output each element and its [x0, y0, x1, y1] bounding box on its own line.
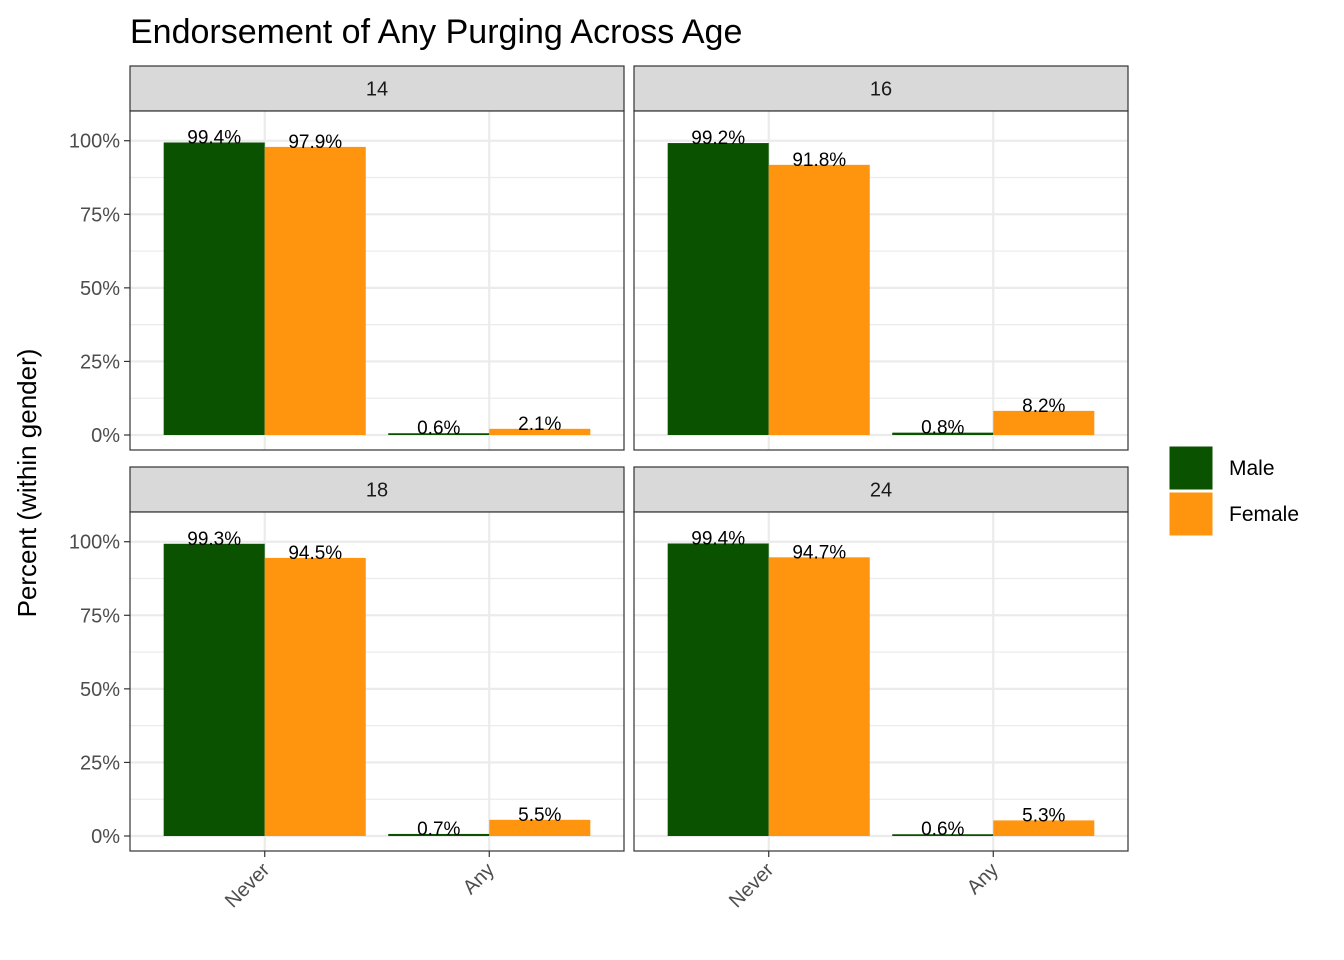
x-tick-label: Never — [221, 859, 275, 913]
y-tick-label: 100% — [69, 532, 120, 554]
panel-border — [129, 511, 625, 852]
x-tick-label: Any — [459, 859, 499, 899]
bar-male-any — [892, 834, 994, 836]
data-label: 0.8% — [921, 418, 964, 439]
data-label: 0.6% — [417, 418, 460, 439]
panel-border — [633, 511, 1129, 852]
facet-panel-18: 18 99.3% 0.7% 94.5% 5.5% 0% 25% 50% 75% 100% Never… — [69, 466, 625, 913]
y-axis-label: Percent (within gender) — [12, 349, 42, 618]
facet-panel-24: 24 99.4% 0.6% 94.7% 5.3% Never Any — [633, 466, 1129, 913]
data-label: 99.2% — [691, 128, 745, 149]
bar-female-never — [768, 164, 870, 436]
bar-male-never — [667, 143, 769, 435]
bar-female-any — [489, 428, 591, 435]
facet-strip — [129, 466, 625, 513]
bar-male-never — [667, 543, 769, 836]
panel-border — [129, 110, 625, 451]
x-tick-label: Any — [963, 859, 1003, 899]
y-tick-label: 0% — [91, 826, 120, 848]
legend-label-male: Male — [1229, 457, 1275, 480]
facet-strip-label: 14 — [366, 79, 388, 101]
legend-key-female — [1168, 491, 1214, 537]
bar-female-any — [993, 820, 1095, 836]
bar-female-never — [768, 557, 870, 836]
facet-strip-label: 18 — [366, 480, 388, 502]
facet-panel-16: 16 99.2% 0.8% 91.8% 8.2% — [633, 65, 1129, 451]
facet-panels: 14 99.4% 0.6% 97.9% 2.1% 0% 25% 50% 75% 100% 16 99.… — [69, 65, 1129, 913]
facet-strip — [633, 65, 1129, 112]
facet-strip — [129, 65, 625, 112]
data-label: 8.2% — [1022, 396, 1065, 417]
data-label: 99.4% — [187, 127, 241, 148]
y-tick-label: 75% — [80, 605, 120, 627]
y-tick-label: 75% — [80, 204, 120, 226]
facet-strip — [633, 466, 1129, 513]
x-tick-label: Never — [725, 859, 779, 913]
bar-male-any — [892, 432, 994, 435]
bar-female-never — [264, 146, 366, 435]
legend: Male Female — [1168, 445, 1299, 537]
data-label: 2.1% — [518, 414, 561, 435]
panel-border — [633, 110, 1129, 451]
bar-female-any — [993, 410, 1095, 435]
y-tick-label: 25% — [80, 752, 120, 774]
y-tick-label: 0% — [91, 425, 120, 447]
facet-panel-14: 14 99.4% 0.6% 97.9% 2.1% 0% 25% 50% 75% 100% — [69, 65, 625, 451]
data-label: 97.9% — [288, 132, 342, 153]
bar-female-never — [264, 557, 366, 836]
bar-female-any — [489, 819, 591, 836]
data-label: 5.3% — [1022, 805, 1065, 826]
bar-male-never — [163, 543, 265, 836]
data-label: 99.4% — [691, 528, 745, 549]
y-tick-label: 25% — [80, 351, 120, 373]
data-label: 94.7% — [792, 542, 846, 563]
data-label: 5.5% — [518, 805, 561, 826]
y-tick-label: 100% — [69, 131, 120, 153]
facet-strip-label: 24 — [870, 480, 892, 502]
data-label: 99.3% — [187, 529, 241, 550]
y-tick-label: 50% — [80, 679, 120, 701]
data-label: 94.5% — [288, 543, 342, 564]
bar-male-any — [388, 833, 490, 836]
legend-key-male — [1168, 445, 1214, 491]
chart-title: Endorsement of Any Purging Across Age — [130, 13, 742, 51]
data-label: 0.6% — [921, 819, 964, 840]
facet-strip-label: 16 — [870, 79, 892, 101]
data-label: 91.8% — [792, 150, 846, 171]
legend-label-female: Female — [1229, 503, 1299, 526]
y-tick-label: 50% — [80, 278, 120, 300]
data-label: 0.7% — [417, 819, 460, 840]
bar-male-never — [163, 142, 265, 436]
bar-male-any — [388, 433, 490, 435]
